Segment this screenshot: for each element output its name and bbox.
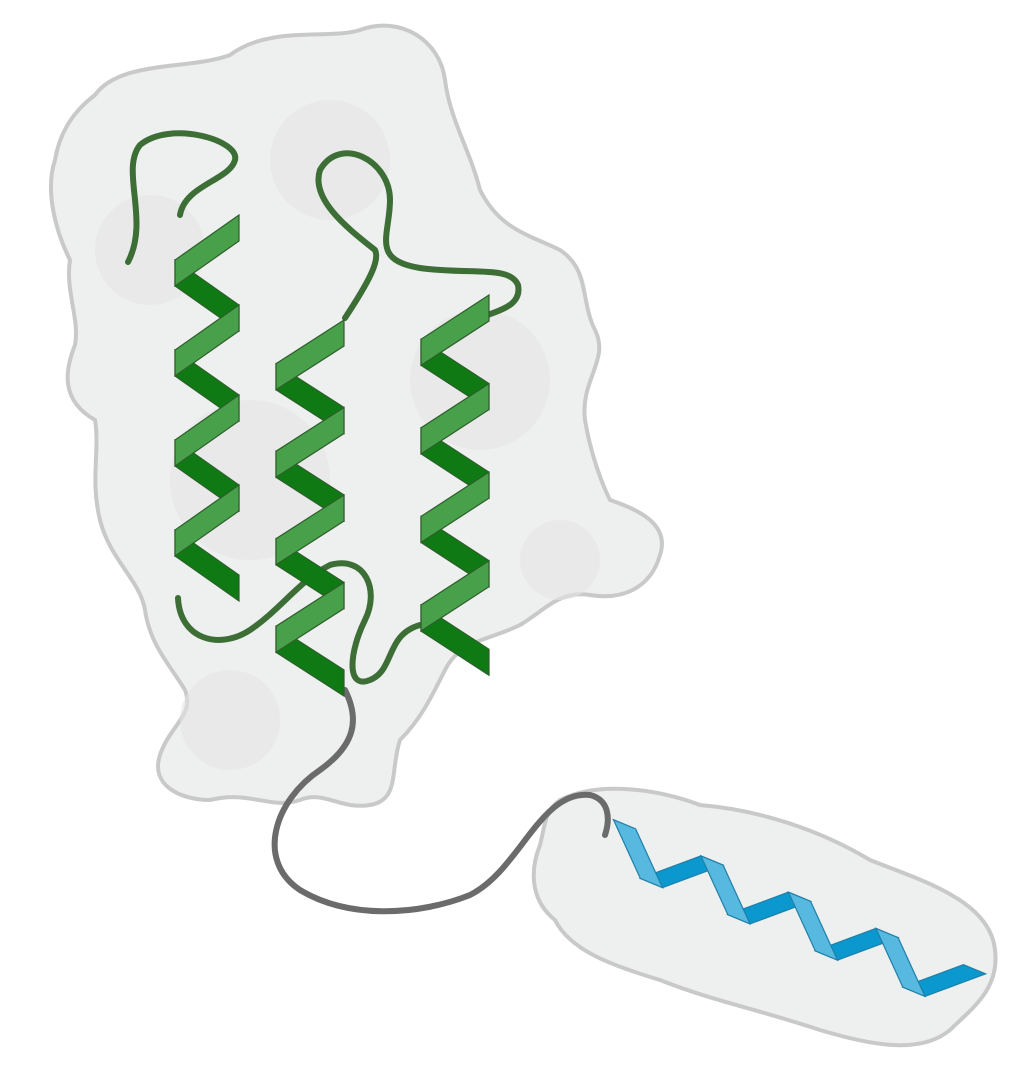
loop	[175, 560, 423, 685]
helix-front	[787, 891, 839, 962]
surface-bump	[520, 520, 600, 600]
helix-front	[174, 303, 240, 378]
helix-front	[699, 854, 752, 926]
helix-front	[420, 559, 490, 633]
helices	[174, 213, 988, 998]
helix-front	[420, 471, 490, 544]
helix-front	[174, 483, 240, 558]
helix-front	[420, 293, 490, 367]
loops	[125, 130, 522, 685]
helix-front	[275, 406, 345, 479]
helix-front	[174, 213, 240, 288]
helix-front	[874, 927, 927, 998]
surface-main	[48, 23, 664, 808]
linker	[271, 687, 611, 915]
helix-front	[174, 393, 240, 468]
helix-front	[420, 382, 490, 455]
helix-front	[275, 493, 345, 566]
surface-bump	[180, 670, 280, 770]
loop	[125, 130, 239, 265]
helix-front	[275, 318, 345, 391]
loop	[315, 150, 522, 321]
helix-front	[612, 818, 664, 889]
helix-front	[275, 581, 345, 654]
